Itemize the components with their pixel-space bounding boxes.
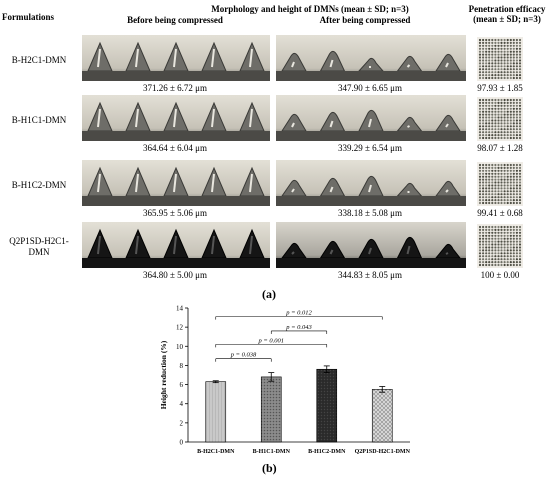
formulation-label-line1: Q2P1SD-H2C1- [9, 236, 69, 246]
panel-b-label: (b) [262, 461, 277, 475]
y-tick-label: 2 [180, 419, 184, 427]
penetration-value: 100 ± 0.00 [480, 270, 520, 280]
microneedle [281, 179, 307, 197]
penetration-image [477, 162, 523, 206]
penetration-image [477, 224, 523, 268]
y-tick-label: 4 [180, 400, 184, 408]
significance-label: p = 0.043 [285, 324, 312, 331]
formulation-label: B-H2C1-DMN [0, 55, 78, 66]
panel-a-label: (a) [262, 287, 276, 301]
before-compression-image [82, 35, 270, 81]
bar [371, 389, 393, 443]
microneedle [435, 114, 461, 132]
bar [205, 381, 227, 443]
before-height-value: 371.26 ± 6.72 μm [142, 83, 207, 93]
significance-label: p = 0.001 [257, 337, 284, 344]
penetration-header-line2: (mean ± SD; n=3) [473, 14, 541, 24]
morphology-header: Morphology and height of DMNs (mean ± SD… [211, 4, 409, 14]
formulation-label: B-H1C2-DMN [0, 180, 78, 191]
penetration-header: Penetration efficacy (mean ± SD; n=3) [462, 4, 550, 24]
microneedle [319, 240, 346, 259]
microneedle [281, 113, 307, 132]
x-tick-label: B-H2C1-DMN [197, 449, 235, 455]
before-height-value: 364.80 ± 5.00 μm [142, 270, 207, 280]
formulation-label: Q2P1SD-H2C1- DMN [0, 236, 78, 258]
height-reduction-chart: 0 2 4 6 8 10 12 14 Height reduction (%) B-H2C1-DM… [140, 300, 420, 460]
microneedle [435, 53, 461, 72]
before-compression-image [82, 222, 270, 268]
significance-label: p = 0.012 [285, 310, 312, 317]
significance-label: p = 0.038 [230, 352, 257, 359]
formulations-header: Formulations [2, 12, 55, 22]
before-compression-image [82, 95, 270, 141]
microneedle [396, 182, 423, 197]
formulation-label-line1: B-H1C2-DMN [11, 180, 67, 190]
microneedle [434, 243, 462, 259]
penetration-image [477, 37, 523, 81]
microneedle [396, 116, 423, 132]
after-compression-image [276, 160, 466, 206]
penetration-header-line1: Penetration efficacy [468, 4, 546, 14]
before-compressed-header: Before being compressed [127, 15, 223, 25]
after-compression-image [276, 95, 466, 141]
penetration-image [477, 97, 523, 141]
penetration-value: 98.07 ± 1.28 [477, 143, 523, 153]
y-tick-label: 10 [176, 343, 184, 351]
microneedle [357, 57, 385, 72]
formulation-label-line1: B-H2C1-DMN [11, 55, 67, 65]
before-compression-image [82, 160, 270, 206]
after-height-value: 344.83 ± 8.05 μm [337, 270, 402, 280]
microneedle [435, 180, 461, 197]
after-height-value: 338.18 ± 5.08 μm [337, 208, 402, 218]
after-compression-image [276, 222, 466, 268]
y-axis-title: Height reduction (%) [159, 340, 168, 409]
penetration-value: 99.41 ± 0.68 [477, 208, 523, 218]
after-height-value: 347.90 ± 6.65 μm [337, 83, 402, 93]
before-height-value: 365.95 ± 5.06 μm [142, 208, 207, 218]
y-tick-label: 8 [180, 362, 184, 370]
formulation-label: B-H1C1-DMN [0, 115, 78, 126]
y-tick-label: 12 [176, 324, 184, 332]
after-compression-image [276, 35, 466, 81]
after-compressed-header: After being compressed [319, 15, 411, 25]
x-tick-label: Q2P1SD-H2C1-DMN [355, 449, 411, 455]
before-height-value: 364.64 ± 6.04 μm [142, 143, 207, 153]
microneedle [281, 242, 307, 259]
formulation-label-line2: DMN [28, 247, 50, 257]
chart-svg: 0 2 4 6 8 10 12 14 Height reduction (%) B-H2C1-DM… [159, 305, 411, 456]
bar [316, 368, 338, 443]
y-tick-label: 6 [180, 381, 184, 389]
formulation-label-line1: B-H1C1-DMN [11, 115, 67, 125]
y-tick-label: 14 [176, 305, 184, 313]
x-tick-label: B-H1C2-DMN [308, 449, 346, 455]
after-height-value: 339.29 ± 6.54 μm [337, 143, 402, 153]
penetration-value: 97.93 ± 1.85 [477, 83, 523, 93]
bar [260, 376, 282, 443]
microneedle [396, 55, 423, 72]
x-tick-label: B-H1C1-DMN [253, 449, 291, 455]
y-tick-label: 0 [180, 439, 184, 447]
